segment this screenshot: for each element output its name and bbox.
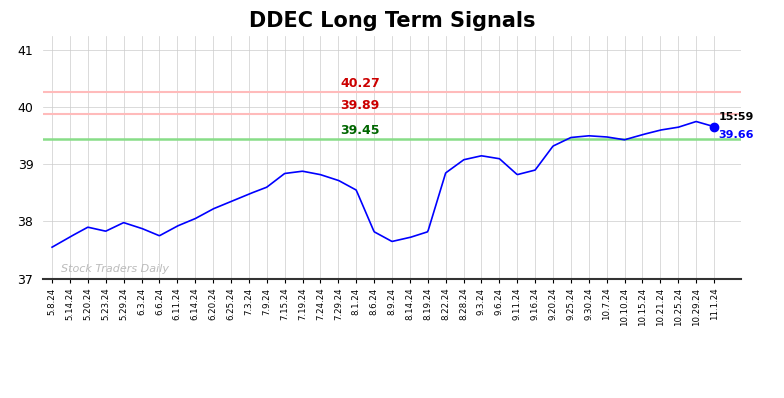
Text: 39.66: 39.66 xyxy=(718,129,754,140)
Text: 39.89: 39.89 xyxy=(340,99,379,112)
Text: 40.27: 40.27 xyxy=(340,77,379,90)
Text: 15:59: 15:59 xyxy=(718,112,754,122)
Title: DDEC Long Term Signals: DDEC Long Term Signals xyxy=(249,12,535,31)
Text: Stock Traders Daily: Stock Traders Daily xyxy=(61,264,169,274)
Text: 39.45: 39.45 xyxy=(340,124,379,137)
